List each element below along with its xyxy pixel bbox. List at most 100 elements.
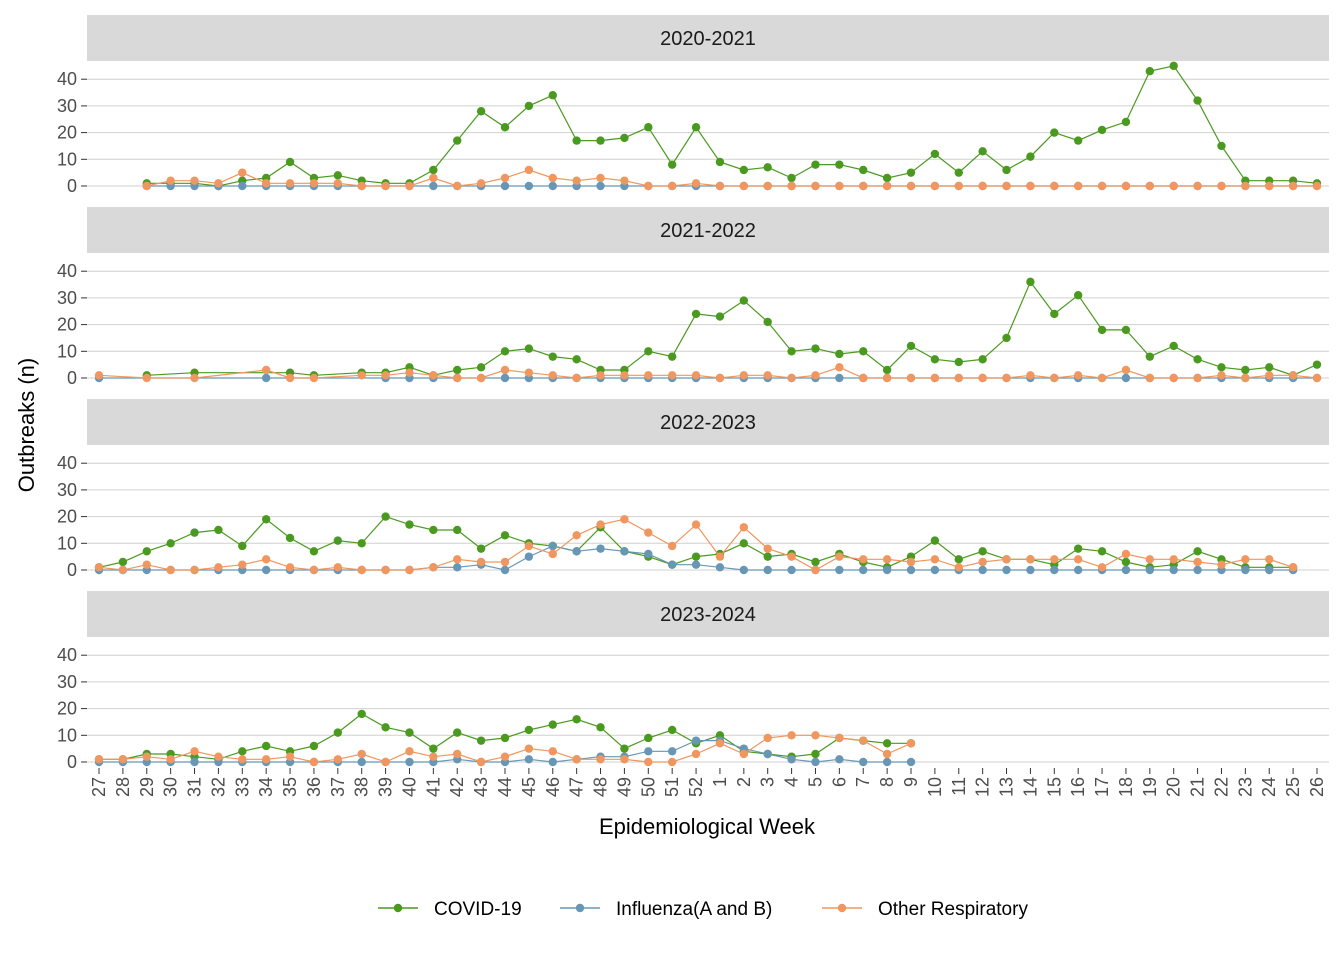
data-point — [524, 541, 534, 551]
data-point — [1097, 547, 1107, 556]
data-point — [835, 552, 844, 561]
data-point — [644, 549, 653, 559]
data-point — [787, 347, 796, 356]
data-point — [1073, 371, 1083, 380]
data-point — [859, 555, 868, 564]
y-tick-label: 40 — [57, 453, 77, 473]
data-point — [620, 515, 629, 524]
data-point — [572, 355, 581, 364]
data-point — [787, 755, 796, 764]
x-tick-label: 24 — [1259, 777, 1279, 797]
data-point — [500, 123, 510, 132]
data-point — [524, 101, 534, 111]
data-point — [94, 371, 104, 380]
x-tick-label: 47 — [567, 777, 587, 797]
data-point — [476, 757, 486, 767]
x-tick-label: 13 — [997, 777, 1017, 797]
data-point — [954, 168, 963, 177]
data-point — [453, 181, 462, 191]
data-point — [261, 365, 271, 375]
data-point — [1241, 555, 1250, 564]
data-point — [763, 317, 772, 327]
data-point — [835, 349, 844, 359]
data-point — [763, 181, 772, 191]
data-point — [500, 347, 510, 356]
data-point — [787, 181, 796, 191]
data-point — [572, 715, 581, 724]
data-point — [739, 565, 749, 575]
data-point — [930, 565, 940, 575]
data-point — [691, 371, 701, 380]
x-tick-label: 33 — [232, 777, 252, 797]
data-point — [835, 733, 844, 743]
data-point — [1097, 373, 1107, 383]
data-point — [1288, 371, 1298, 380]
data-point — [1217, 371, 1226, 380]
data-point — [859, 181, 868, 191]
data-point — [882, 555, 892, 564]
facet-strip — [87, 399, 1329, 445]
data-point — [429, 165, 438, 175]
facet-strip — [87, 207, 1329, 253]
data-point — [1097, 325, 1107, 335]
data-point — [572, 373, 581, 383]
data-point — [285, 563, 295, 572]
data-point — [620, 755, 629, 764]
x-tick-label: 1 — [710, 777, 730, 787]
data-point — [333, 728, 343, 737]
data-point — [309, 565, 319, 575]
data-point — [333, 179, 343, 188]
data-point — [835, 565, 844, 575]
y-tick-label: 30 — [57, 480, 77, 500]
data-point — [142, 181, 151, 191]
data-point — [309, 741, 319, 751]
data-point — [1312, 360, 1322, 369]
data-point — [763, 544, 772, 553]
legend-item: COVID-19 — [378, 899, 522, 920]
series-influenza-a-and-b- — [94, 373, 1322, 383]
data-point — [1073, 291, 1083, 300]
data-point — [1073, 544, 1083, 553]
data-point — [429, 752, 438, 761]
data-point — [357, 565, 366, 575]
x-tick-label: 36 — [304, 777, 324, 797]
data-point — [667, 757, 677, 767]
facet-title: 2020-2021 — [660, 28, 756, 50]
data-point — [548, 720, 557, 729]
data-point — [453, 749, 462, 759]
data-point — [1002, 565, 1011, 575]
data-point — [476, 107, 486, 116]
data-point — [715, 563, 725, 572]
data-point — [524, 181, 534, 191]
data-point — [429, 525, 438, 535]
data-point — [453, 373, 462, 383]
data-point — [166, 755, 175, 764]
data-point — [429, 181, 438, 191]
data-point — [739, 181, 749, 191]
data-point — [524, 368, 534, 377]
data-point — [715, 373, 725, 383]
data-point — [596, 755, 605, 764]
data-point — [453, 525, 462, 535]
data-point — [1050, 565, 1059, 575]
data-point — [1288, 563, 1298, 572]
x-tick-label: 15 — [1044, 777, 1064, 797]
data-point — [405, 181, 414, 191]
data-point — [906, 341, 916, 351]
x-tick-label: 29 — [137, 777, 157, 797]
data-point — [1026, 565, 1035, 575]
data-point — [261, 741, 271, 751]
data-point — [548, 757, 557, 767]
data-point — [238, 541, 247, 551]
data-point — [357, 181, 366, 191]
data-point — [524, 552, 534, 561]
data-point — [882, 739, 892, 748]
data-point — [1050, 128, 1059, 137]
x-tick-label: 8 — [877, 777, 897, 787]
data-point — [333, 755, 343, 764]
data-point — [190, 176, 199, 185]
y-tick-label: 10 — [57, 725, 77, 745]
data-point — [715, 312, 725, 321]
y-tick-label: 10 — [57, 533, 77, 553]
data-point — [1050, 309, 1059, 319]
